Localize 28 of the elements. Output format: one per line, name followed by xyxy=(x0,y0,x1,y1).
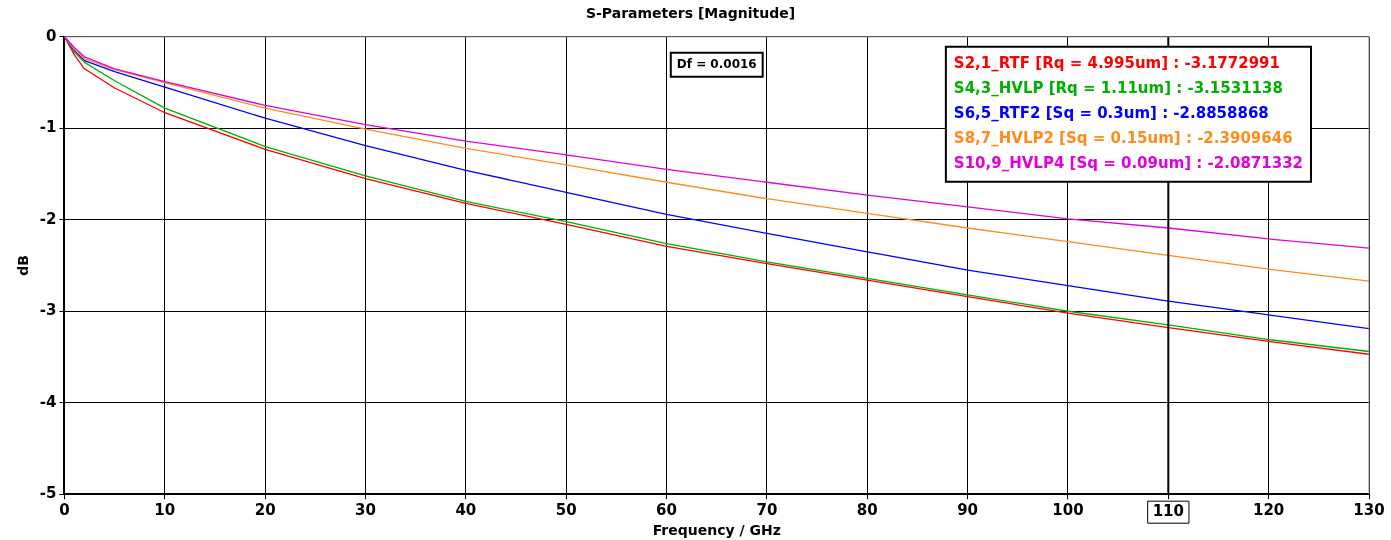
x-axis-title: Frequency / GHz xyxy=(652,522,781,539)
text: S4,3_HVLP [Rq = 1.11um] : -3.1531138 xyxy=(953,79,1283,98)
text: S10,9_HVLP4 [Sq = 0.09um] : -2.0871332 xyxy=(953,154,1304,173)
y-tick-label: -4 xyxy=(39,392,57,411)
text: S2,1_RTF [Rq = 4.995um] : -3.1772991 xyxy=(953,54,1280,73)
y-tick-label: -3 xyxy=(39,301,57,320)
x-tick-label: 100 xyxy=(1052,501,1084,520)
x-tick-label: 120 xyxy=(1252,501,1285,520)
y-tick-label: 0 xyxy=(46,26,57,45)
y-tick-label: -2 xyxy=(39,209,57,228)
x-tick-label: 130 xyxy=(1353,501,1385,520)
y-tick-label: -5 xyxy=(39,484,57,503)
chart-title: S-Parameters [Magnitude] xyxy=(585,5,796,22)
text: S6,5_RTF2 [Sq = 0.3um] : -2.8858868 xyxy=(953,104,1269,123)
x-tick-label: 40 xyxy=(455,501,477,520)
x-tick-label: 30 xyxy=(355,501,376,520)
y-axis-title: dB xyxy=(15,255,32,276)
x-tick-label: 0 xyxy=(59,501,70,520)
x-tick-label: 20 xyxy=(254,501,276,520)
x-tick-label: 60 xyxy=(656,501,677,520)
x-tick-label: 10 xyxy=(154,501,176,520)
x-tick-label: 90 xyxy=(957,501,979,520)
text: S8,7_HVLP2 [Sq = 0.15um] : -2.3909646 xyxy=(953,129,1293,148)
annotation: Df = 0.0016 xyxy=(676,56,757,71)
x-tick-label: 70 xyxy=(756,501,778,520)
x-tick-label: 50 xyxy=(555,501,577,520)
x-tick-label: 80 xyxy=(856,501,878,520)
y-tick-label: -1 xyxy=(39,118,57,137)
